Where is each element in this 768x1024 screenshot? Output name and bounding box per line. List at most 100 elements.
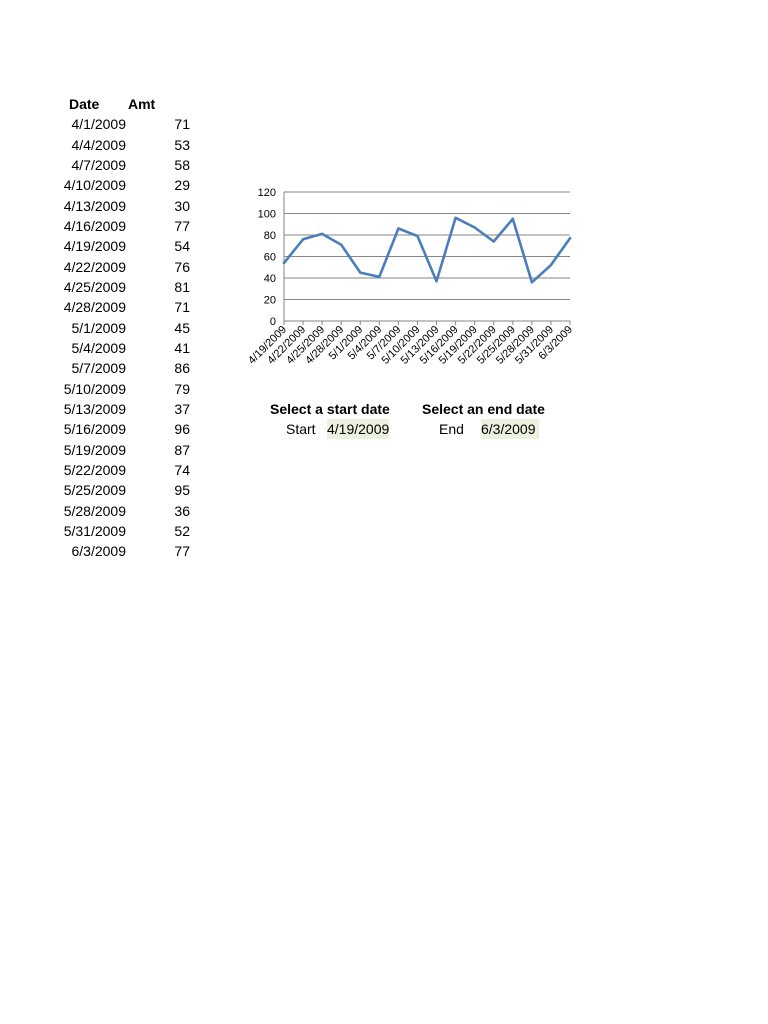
date-cell: 4/19/2009 [63,238,126,255]
table-row: 4/28/2009 71 [60,297,190,317]
y-tick-label: 100 [258,209,276,221]
amt-cell: 36 [174,502,190,519]
data-point [511,217,514,221]
date-cell: 5/31/2009 [63,523,126,540]
end-label: End [439,421,464,437]
data-point [282,261,286,265]
table-row: 5/10/2009 79 [60,378,190,398]
data-point [454,216,457,219]
y-tick-label: 60 [264,252,276,264]
data-point [301,238,305,241]
table-row: 4/22/2009 76 [60,256,190,276]
end-date-select[interactable]: 6/3/2009 [481,419,539,439]
table-row: 4/25/2009 81 [60,277,190,297]
amt-cell: 53 [174,136,190,153]
date-cell: 4/4/2009 [71,136,127,153]
y-tick-label: 0 [270,316,276,328]
amt-cell: 37 [174,400,190,417]
amt-cell: 95 [174,482,190,499]
date-cell: 4/7/2009 [71,156,127,173]
date-cell: 5/19/2009 [63,441,126,458]
amt-cell: 87 [174,441,190,458]
amt-cell: 86 [174,360,190,377]
date-cell: 5/25/2009 [63,482,126,499]
amt-cell: 77 [174,217,190,234]
date-cell: 4/16/2009 [63,217,126,234]
series-line [282,216,572,284]
data-point [492,240,495,243]
data-point [530,281,534,284]
start-label: Start [286,421,316,437]
amt-cell: 45 [174,319,190,336]
table-row: 5/25/2009 95 [60,480,190,500]
column-header-amt: Amt [128,96,156,112]
amt-cell: 58 [174,156,190,173]
table-row: 5/16/2009 96 [60,419,190,439]
start-date-title: Select a start date [270,401,390,417]
amt-cell: 74 [174,462,190,479]
date-cell: 5/22/2009 [63,462,126,479]
amt-cell: 30 [174,197,190,214]
amt-cell: 29 [174,177,190,194]
amt-cell: 71 [174,116,190,133]
table-row: 5/31/2009 52 [60,521,190,541]
date-cell: 6/3/2009 [71,543,127,560]
amt-cell: 77 [174,543,190,560]
y-tick-label: 120 [258,187,276,199]
table-row: 5/7/2009 86 [60,358,191,378]
date-cell: 5/13/2009 [63,400,126,417]
amt-cell: 76 [174,258,190,275]
data-point [416,234,419,238]
date-cell: 4/13/2009 [63,197,126,214]
table-row: 4/16/2009 77 [60,216,190,236]
data-point [340,243,343,246]
amt-cell: 81 [174,278,190,295]
data-point [378,275,381,279]
table-row: 5/22/2009 74 [60,460,190,480]
date-cell: 5/7/2009 [71,360,127,377]
date-cell: 4/22/2009 [63,258,126,275]
data-point [473,226,476,229]
table-row: 4/4/2009 53 [60,134,191,154]
table-row: 5/13/2009 37 [60,399,190,419]
table-row: 5/28/2009 36 [60,501,190,521]
y-tick-label: 80 [264,230,276,242]
date-cell: 4/25/2009 [63,278,126,295]
y-tick-label: 20 [264,295,276,307]
date-cell: 5/1/2009 [71,319,127,336]
data-point [397,227,400,230]
data-point [549,263,553,267]
amt-cell: 54 [174,238,190,255]
data-point [568,237,572,240]
table-row: 6/3/2009 77 [60,541,191,561]
table-row: 4/7/2009 58 [60,155,191,175]
date-cell: 5/10/2009 [63,380,126,397]
data-point [435,280,438,283]
date-cell: 4/28/2009 [63,299,126,316]
y-tick-label: 40 [264,273,276,285]
table-row: 4/13/2009 30 [60,195,190,215]
data-point [359,271,362,274]
table-row: 4/1/2009 71 [60,114,191,134]
data-table: 4/1/2009 71 4/4/2009 53 4/7/2009 58 4/10/2009 2… [60,114,190,562]
table-row: 5/4/2009 41 [60,338,191,358]
table-row: 4/19/2009 54 [60,236,190,256]
line-chart: 0204060801001204/19/20094/22/20094/25/20… [246,187,575,367]
data-point [320,232,324,236]
amt-cell: 79 [174,380,190,397]
date-cell: 4/1/2009 [71,116,127,133]
amt-cell: 71 [174,299,190,316]
table-row: 5/19/2009 87 [60,440,190,460]
table-row: 4/10/2009 29 [60,175,190,195]
date-cell: 5/4/2009 [71,339,127,356]
table-row: 5/1/2009 45 [60,317,191,337]
amt-cell: 52 [174,523,190,540]
amt-cell: 41 [174,339,190,356]
end-date-title: Select an end date [422,401,545,417]
amt-cell: 96 [174,421,190,438]
start-date-select[interactable]: 4/19/2009 [327,419,390,439]
date-cell: 5/16/2009 [63,421,126,438]
date-cell: 5/28/2009 [63,502,126,519]
date-cell: 4/10/2009 [63,177,126,194]
